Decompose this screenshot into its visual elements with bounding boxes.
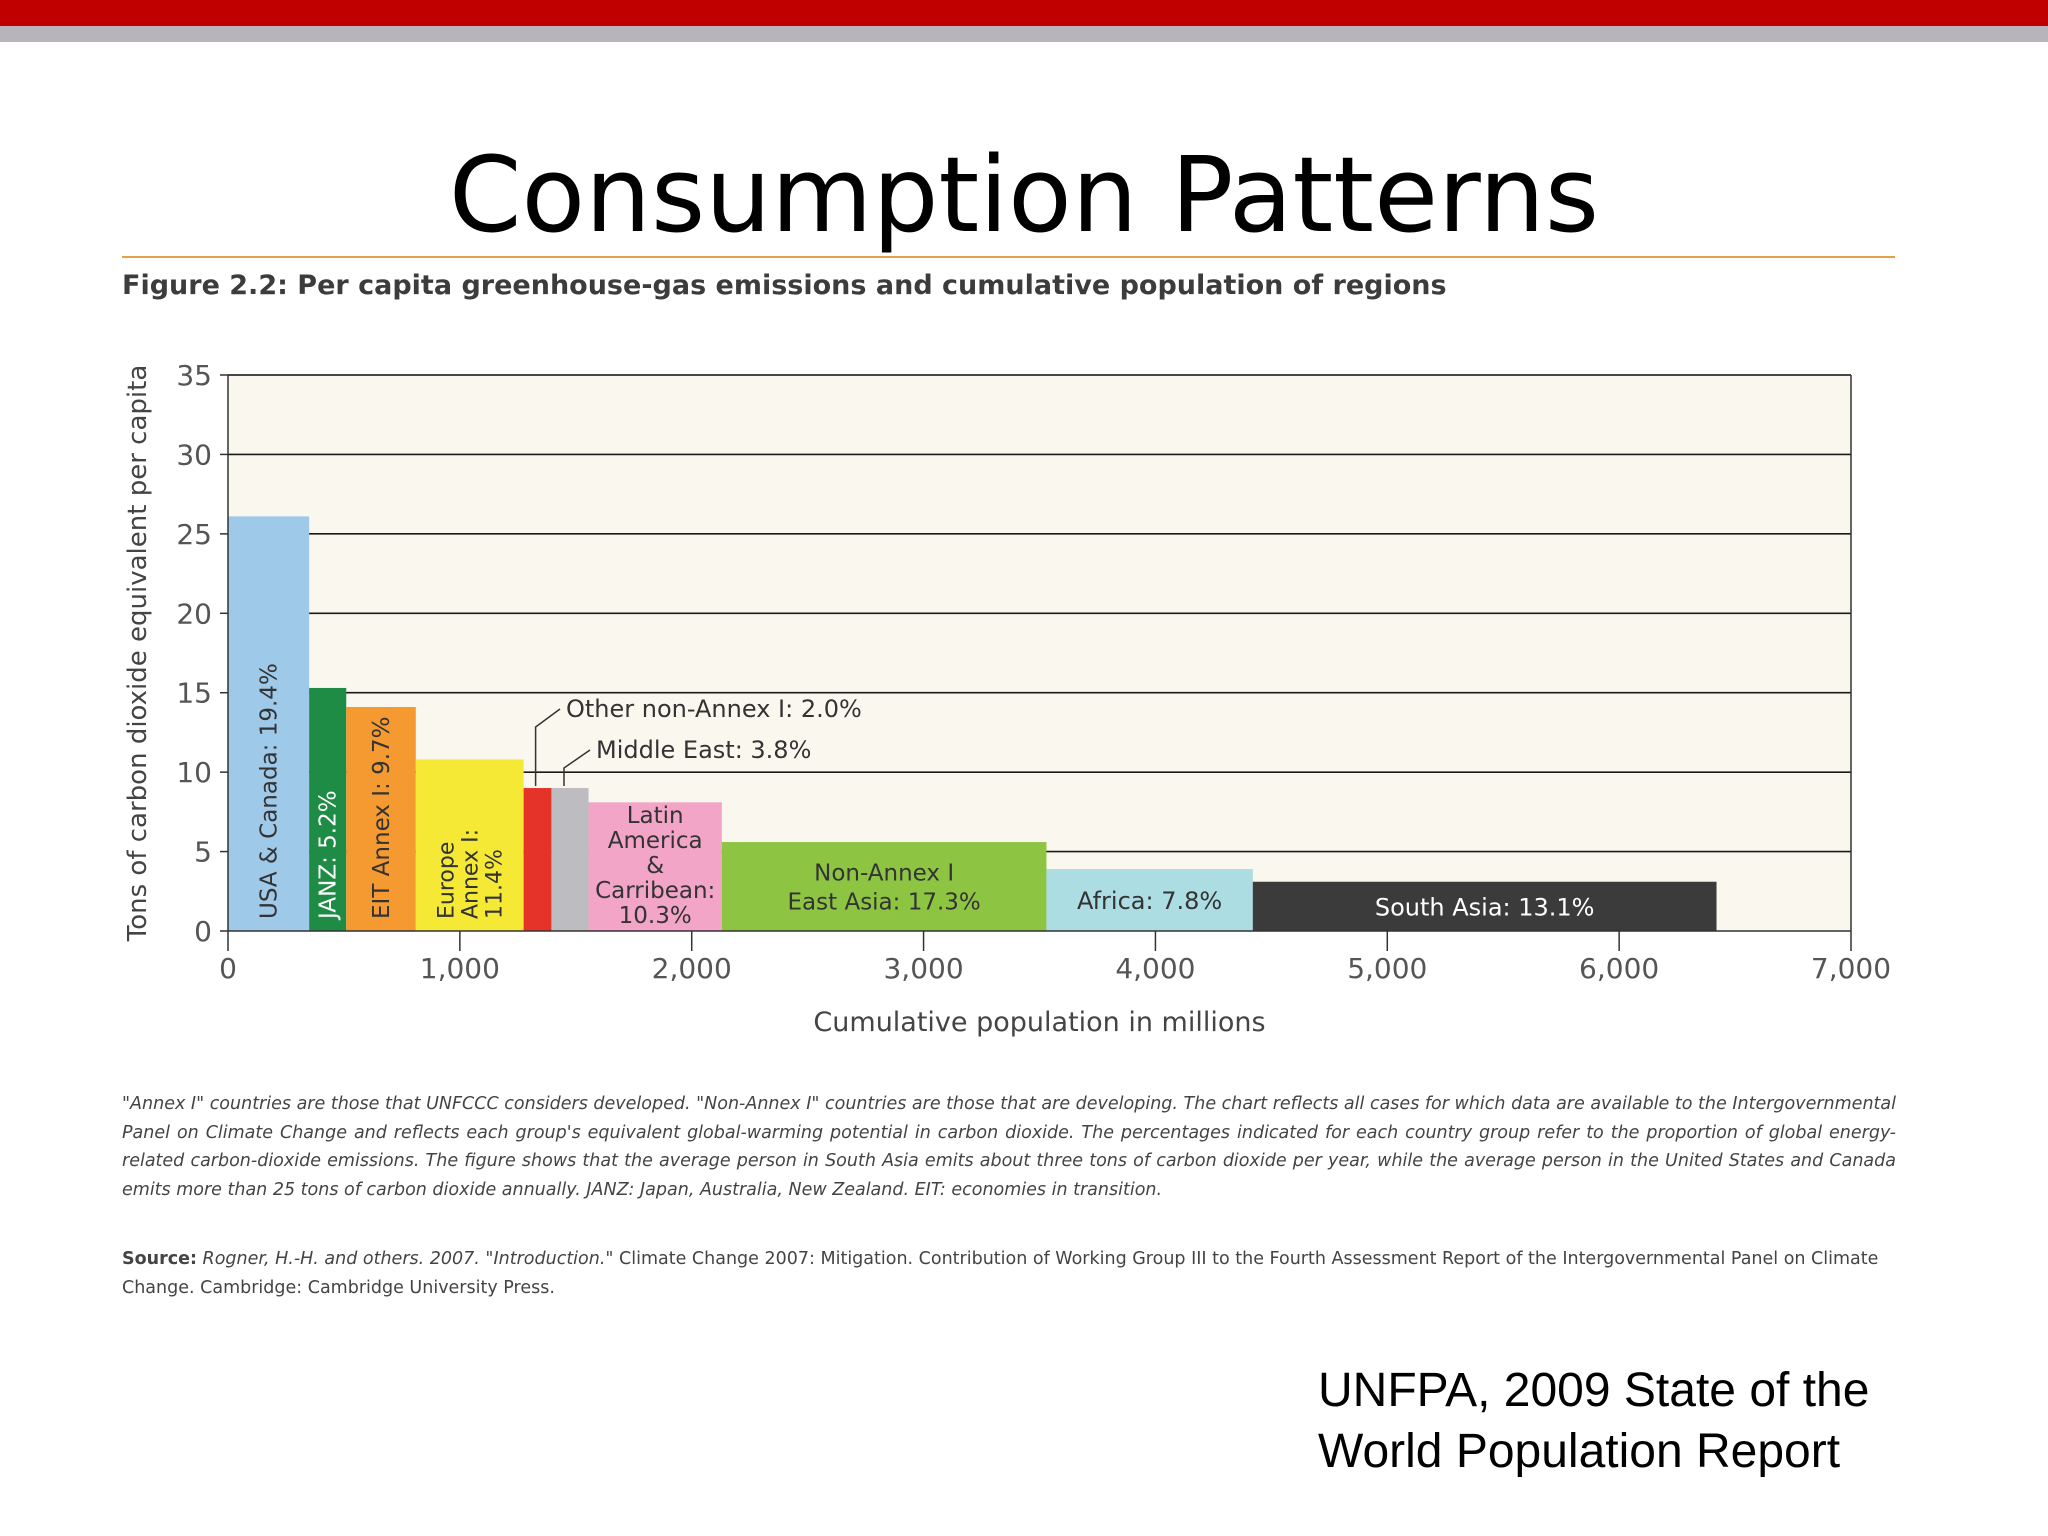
x-tick-label: 2,000 <box>652 952 732 985</box>
bar <box>415 759 524 931</box>
bar-label-line: America <box>608 828 703 854</box>
y-tick-label: 5 <box>194 836 212 869</box>
bar <box>551 788 589 931</box>
bar-label-line: Europe <box>435 842 460 919</box>
bar-label-line: East Asia: 17.3% <box>788 890 981 916</box>
bar-label-line: Carribean: <box>595 878 715 904</box>
figure-notes: "Annex I" countries are those that UNFCC… <box>122 1094 1896 1200</box>
source-label: Source: <box>122 1249 197 1269</box>
x-tick-label: 7,000 <box>1811 952 1891 985</box>
figure-source: Source: Rogner, H.-H. and others. 2007. … <box>122 1245 1896 1303</box>
y-tick-label: 10 <box>176 756 212 789</box>
bar-label-line: 11.4% <box>483 849 508 919</box>
y-tick-label: 35 <box>176 359 212 392</box>
callout-line <box>534 708 561 787</box>
caption-divider <box>122 256 1895 258</box>
bar <box>1252 881 1717 931</box>
bar-label-line: & <box>646 853 664 879</box>
axes: 0 5 10 15 20 25 30 35 0 1,000 2,000 3,000 4,000 5,000… <box>123 359 1891 1038</box>
top-accent-stripe <box>0 26 2048 42</box>
source-authors: Rogner, H.-H. and others. 2007. "Introdu… <box>202 1249 614 1269</box>
bar <box>588 802 722 931</box>
bar-label: EIT Annex I: 9.7% <box>369 716 395 919</box>
callout-line <box>563 749 591 787</box>
callout-label: Middle East: 3.8% <box>596 736 811 764</box>
bar-label-line: Annex I: <box>459 829 484 919</box>
bar-label: South Asia: 13.1% <box>1375 893 1595 921</box>
bar <box>346 707 416 931</box>
x-tick-label: 5,000 <box>1347 952 1427 985</box>
bar-label: Africa: 7.8% <box>1077 887 1222 915</box>
bars <box>228 516 1717 931</box>
slide-credit: UNFPA, 2009 State of the World Populatio… <box>1318 1364 1870 1478</box>
bar <box>1046 869 1253 931</box>
bar-label: JANZ: 5.2% <box>316 790 342 921</box>
bar-label-line: Latin <box>627 803 684 829</box>
x-tick-label: 3,000 <box>883 952 963 985</box>
y-tick-label: 20 <box>176 597 212 630</box>
bar <box>309 687 347 931</box>
source-text: Climate Change 2007: Mitigation. Contrib… <box>122 1249 1879 1298</box>
bar-label: USA & Canada: 19.4% <box>257 663 283 919</box>
top-accent-bar <box>0 0 2048 26</box>
x-tick-label: 0 <box>219 952 237 985</box>
y-axis-title: Tons of carbon dioxide equivalent per ca… <box>123 365 153 942</box>
bar-label-line: Non-Annex I <box>814 861 954 887</box>
emissions-chart: USA & Canada: 19.4% JANZ: 5.2% EIT Annex I… <box>123 359 1891 1038</box>
y-tick-label: 30 <box>176 438 212 471</box>
bar <box>523 788 552 931</box>
y-tick-label: 25 <box>176 518 212 551</box>
figure-caption: Figure 2.2: Per capita greenhouse-gas em… <box>122 270 1447 301</box>
x-axis-title: Cumulative population in millions <box>813 1007 1265 1038</box>
bar-label-line: 10.3% <box>619 903 692 929</box>
y-tick-label: 15 <box>176 677 212 710</box>
callout-label: Other non-Annex I: 2.0% <box>566 695 862 723</box>
bar-labels: USA & Canada: 19.4% JANZ: 5.2% EIT Annex I… <box>257 663 1595 929</box>
bar <box>228 516 310 931</box>
y-tick-label: 0 <box>194 915 212 948</box>
x-tick-label: 4,000 <box>1115 952 1195 985</box>
bar <box>721 842 1047 931</box>
slide-title: Consumption Patterns <box>448 134 1600 256</box>
x-tick-label: 6,000 <box>1579 952 1659 985</box>
x-tick-label: 1,000 <box>420 952 500 985</box>
